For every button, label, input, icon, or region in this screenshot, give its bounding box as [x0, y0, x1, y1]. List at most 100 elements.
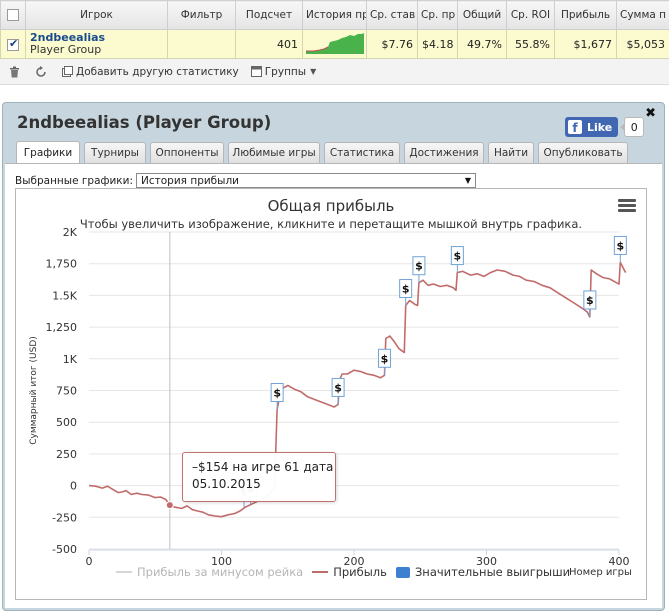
- x-tick-label: 300: [476, 555, 497, 568]
- col-header-player[interactable]: Игрок: [25, 0, 168, 30]
- tab-achievements[interactable]: Достижения: [404, 142, 484, 163]
- table-row[interactable]: 2ndbeealias Player Group 401 $7.76 $4.18…: [0, 29, 669, 59]
- profit-chart[interactable]: Общая прибыль Чтобы увеличить изображение…: [15, 188, 647, 600]
- legend-item-profit[interactable]: Прибыль: [312, 565, 387, 579]
- x-tick-label: 400: [609, 555, 630, 568]
- chart-selector-row: Выбранные графики: История прибыли ▼: [15, 173, 477, 188]
- chevron-down-icon: ▼: [310, 67, 317, 76]
- groups-dropdown[interactable]: Группы ▼: [250, 65, 317, 78]
- big-win-label: $: [616, 239, 624, 252]
- chart-subtitle: Чтобы увеличить изображение, кликните и …: [80, 217, 582, 231]
- chart-tooltip: –$154 на игре 61 дата 05.10.2015: [182, 452, 336, 502]
- tab-publish[interactable]: Опубликовать: [538, 142, 628, 163]
- player-name-link[interactable]: 2ndbeealias: [30, 31, 106, 44]
- col-header-filter[interactable]: Фильтр: [167, 0, 236, 30]
- chart-selector-value: История прибыли: [141, 174, 239, 187]
- stats-toolbar: Добавить другую статистику Группы ▼: [0, 59, 669, 85]
- legend-box-marker: [395, 566, 410, 578]
- x-tick-label: 200: [344, 555, 365, 568]
- x-axis-title: Номер игры: [569, 567, 632, 578]
- y-axis-title: Суммарный итог (USD): [29, 336, 39, 445]
- tab-search[interactable]: Найти: [488, 142, 534, 163]
- col-header-count[interactable]: Подсчет: [235, 0, 303, 30]
- chart-menu-icon[interactable]: [618, 199, 636, 213]
- add-stats-button[interactable]: Добавить другую статистику: [62, 66, 239, 78]
- groups-icon: [250, 66, 262, 77]
- facebook-like: f Like 0: [565, 117, 645, 137]
- tooltip-line-2: 05.10.2015: [192, 477, 261, 491]
- tab-opponents[interactable]: Оппоненты: [150, 142, 224, 163]
- profit-cell: $1,677: [554, 29, 617, 59]
- close-icon[interactable]: ✖: [645, 106, 656, 121]
- big-win-flag: [377, 348, 391, 368]
- big-win-label: $: [334, 381, 342, 394]
- y-tick-label: 1,250: [46, 321, 78, 334]
- big-win-flag: [450, 246, 464, 266]
- y-tick-label: 1,750: [46, 258, 78, 271]
- x-tick-label: 100: [211, 555, 232, 568]
- legend-line-marker: [116, 571, 132, 573]
- hover-point: [165, 501, 174, 510]
- panel-title: 2ndbeealias (Player Group): [17, 113, 272, 132]
- col-header-total[interactable]: Общий: [457, 0, 507, 30]
- col-header-avg-stake[interactable]: Ср. став: [366, 0, 418, 30]
- filter-cell: [167, 29, 236, 59]
- total-cell: 49.7%: [457, 29, 507, 59]
- select-all-cell[interactable]: [0, 0, 26, 30]
- legend-item-net-of-rake[interactable]: Прибыль за минусом рейка: [116, 565, 303, 579]
- like-label: Like: [587, 120, 613, 134]
- like-count: 0: [620, 117, 645, 137]
- trash-icon: [10, 66, 19, 77]
- big-win-label: $: [402, 283, 410, 296]
- col-header-profit[interactable]: Прибыль: [554, 0, 617, 30]
- chart-selector-label: Выбранные графики:: [15, 174, 134, 187]
- big-win-flag: [270, 383, 284, 403]
- like-button[interactable]: f Like: [565, 117, 619, 137]
- big-win-label: $: [415, 260, 423, 273]
- y-tick-label: 1.5K: [52, 289, 77, 302]
- big-win-label: $: [381, 352, 389, 365]
- panel-tabs: Графики Турниры Оппоненты Любимые игры С…: [16, 141, 632, 163]
- stats-table: Игрок Фильтр Подсчет История пр Ср. став…: [0, 0, 669, 59]
- delete-button[interactable]: [9, 66, 23, 78]
- chart-title: Общая прибыль: [268, 197, 395, 215]
- tab-favorite-games[interactable]: Любимые игры: [228, 142, 320, 163]
- col-header-avg-roi[interactable]: Ср. ROI: [506, 0, 555, 30]
- col-header-avg-profit[interactable]: Ср. пр: [417, 0, 458, 30]
- big-win-flag: [412, 256, 426, 276]
- avg-stake-cell: $7.76: [366, 29, 418, 59]
- chart-legend: Прибыль за минусом рейка Прибыль Значите…: [116, 564, 579, 580]
- sum-cell: $5,053: [616, 29, 669, 59]
- stats-header-row: Игрок Фильтр Подсчет История пр Ср. став…: [0, 0, 669, 30]
- big-win-label: $: [586, 294, 594, 307]
- profit-chart-svg[interactable]: Общая прибыль Чтобы увеличить изображение…: [16, 189, 646, 599]
- y-tick-label: 2K: [63, 226, 78, 239]
- big-win-label: $: [454, 250, 462, 263]
- refresh-button[interactable]: [35, 65, 50, 78]
- player-cell[interactable]: 2ndbeealias Player Group: [25, 29, 168, 59]
- select-all-checkbox[interactable]: [7, 9, 19, 21]
- add-window-icon: [62, 66, 73, 77]
- tooltip-line-1: –$154 на игре 61 дата: [192, 460, 334, 474]
- row-checkbox-cell[interactable]: [0, 29, 26, 59]
- chart-selector[interactable]: История прибыли ▼: [136, 173, 477, 188]
- count-cell: 401: [235, 29, 303, 59]
- row-checkbox[interactable]: [7, 37, 19, 51]
- big-win-label: $: [273, 387, 281, 400]
- tab-statistics[interactable]: Статистика: [324, 142, 400, 163]
- col-header-sum[interactable]: Сумма п: [616, 0, 669, 30]
- avg-profit-cell: $4.18: [417, 29, 458, 59]
- legend-line-marker: [312, 571, 329, 573]
- history-sparkline: [306, 32, 364, 54]
- tab-tournaments[interactable]: Турниры: [84, 142, 146, 163]
- y-tick-label: 1K: [63, 353, 78, 366]
- legend-item-big-wins[interactable]: Значительные выигрыши: [395, 565, 570, 579]
- tab-charts[interactable]: Графики: [16, 141, 80, 163]
- y-tick-label: -500: [52, 543, 77, 556]
- col-header-history[interactable]: История пр: [302, 0, 367, 30]
- big-win-flag: [583, 290, 597, 310]
- y-tick-label: 0: [70, 480, 77, 493]
- groups-label: Группы: [264, 65, 307, 78]
- facebook-icon: f: [568, 120, 582, 134]
- profit-series-line: [88, 261, 627, 518]
